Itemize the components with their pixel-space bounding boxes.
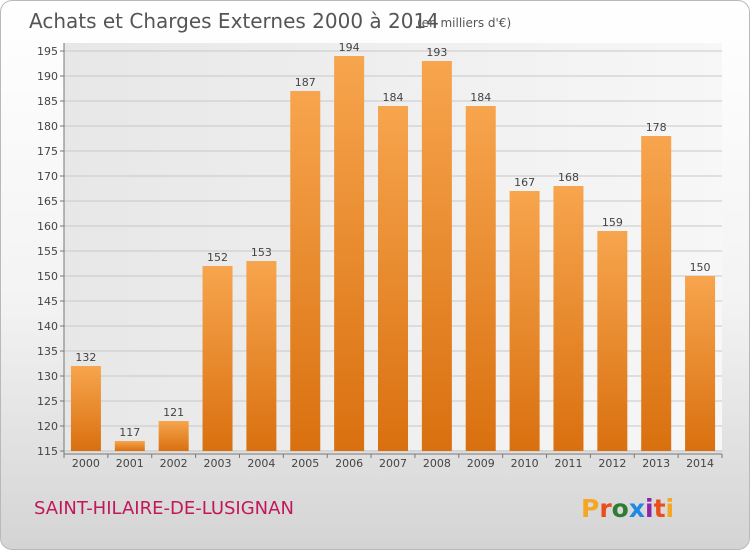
bar-2006	[334, 56, 365, 451]
logo-letter: P	[581, 494, 599, 523]
logo-letter: i	[666, 494, 675, 523]
y-tick-label: 155	[37, 245, 58, 258]
logo-letter: o	[612, 494, 629, 523]
y-tick-label: 135	[37, 345, 58, 358]
y-tick-label: 160	[37, 220, 58, 233]
bar-2008	[421, 61, 452, 451]
x-tick-label: 2004	[247, 457, 275, 470]
x-tick-label: 2010	[511, 457, 539, 470]
x-tick-label: 2005	[291, 457, 319, 470]
y-axis-ticks: 115 120 125 130 135 140 145 150 155 160 165 170 175 1…	[37, 45, 64, 458]
y-tick-label: 180	[37, 120, 58, 133]
proxiti-logo: Proxiti	[581, 494, 674, 523]
value-label-2006: 194	[339, 41, 360, 54]
x-tick-label: 2014	[686, 457, 714, 470]
bar-2009	[465, 106, 496, 451]
x-axis-ticks: 2000 2001 2002 2003 2004 2005 2006 2007 2008 2009…	[63, 454, 723, 470]
y-tick-label: 130	[37, 370, 58, 383]
value-label-2010: 167	[514, 176, 535, 189]
bar-2004	[246, 261, 277, 451]
y-tick-label: 170	[37, 170, 58, 183]
value-label-2005: 187	[295, 76, 316, 89]
y-tick-label: 195	[37, 45, 58, 58]
value-label-2008: 193	[426, 46, 447, 59]
value-label-2002: 121	[163, 406, 184, 419]
logo-letter: r	[599, 494, 612, 523]
x-tick-label: 2013	[642, 457, 670, 470]
x-tick-label: 2006	[335, 457, 363, 470]
bar-2003	[202, 266, 233, 451]
x-tick-label: 2003	[204, 457, 232, 470]
y-tick-label: 190	[37, 70, 58, 83]
value-label-2001: 117	[119, 426, 140, 439]
value-label-2000: 132	[75, 351, 96, 364]
value-label-2013: 178	[646, 121, 667, 134]
bar-2011	[553, 186, 584, 451]
y-tick-label: 175	[37, 145, 58, 158]
y-tick-label: 165	[37, 195, 58, 208]
value-label-2012: 159	[602, 216, 623, 229]
x-tick-label: 2000	[72, 457, 100, 470]
value-label-2003: 152	[207, 251, 228, 264]
value-label-2007: 184	[383, 91, 404, 104]
value-label-2009: 184	[470, 91, 491, 104]
y-tick-label: 125	[37, 395, 58, 408]
logo-letter: t	[654, 494, 666, 523]
x-tick-label: 2001	[116, 457, 144, 470]
chart-title: Achats et Charges Externes 2000 à 2014	[29, 9, 439, 33]
value-labels: 132 117 121 152 153 187 194 184 193 184 167 168 159 1…	[75, 41, 710, 439]
chart-subtitle: (en milliers d'€)	[417, 16, 511, 30]
x-tick-label: 2008	[423, 457, 451, 470]
y-tick-label: 120	[37, 420, 58, 433]
y-tick-label: 140	[37, 320, 58, 333]
bar-2012	[597, 231, 628, 451]
y-tick-label: 115	[37, 445, 58, 458]
value-label-2011: 168	[558, 171, 579, 184]
x-tick-label: 2007	[379, 457, 407, 470]
bar-2014	[685, 276, 716, 451]
bar-2007	[378, 106, 408, 451]
y-tick-label: 185	[37, 95, 58, 108]
value-label-2014: 150	[690, 261, 711, 274]
bar-2001	[114, 441, 145, 451]
place-name: SAINT-HILAIRE-DE-LUSIGNAN	[34, 498, 294, 519]
logo-letter: x	[629, 494, 645, 523]
bar-2000	[70, 366, 101, 451]
x-tick-label: 2012	[598, 457, 626, 470]
bar-2010	[509, 191, 540, 451]
logo-letter: i	[645, 494, 654, 523]
y-tick-label: 145	[37, 295, 58, 308]
bar-2005	[290, 91, 321, 451]
bar-2013	[641, 136, 672, 451]
value-label-2004: 153	[251, 246, 272, 259]
y-tick-label: 150	[37, 270, 58, 283]
bars	[70, 56, 716, 451]
bar-2002	[158, 421, 189, 451]
x-tick-label: 2011	[554, 457, 582, 470]
x-tick-label: 2002	[160, 457, 188, 470]
x-tick-label: 2009	[467, 457, 495, 470]
